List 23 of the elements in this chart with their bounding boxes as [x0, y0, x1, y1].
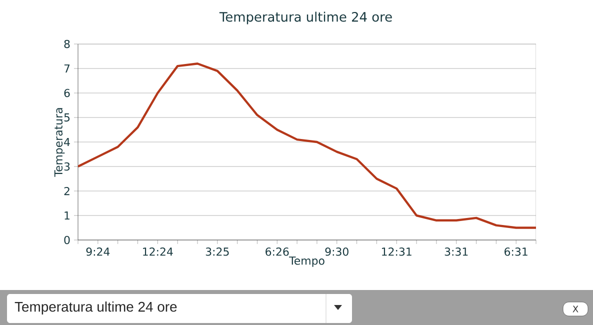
x-tick-label: 12:24	[143, 248, 173, 256]
x-tick-label: 3:31	[444, 248, 468, 256]
x-tick-label: 6:31	[504, 248, 528, 256]
y-axis-title: Temperatura	[54, 108, 65, 177]
x-tick-label: 9:24	[86, 248, 110, 256]
y-tick-label: 3	[64, 162, 70, 171]
y-tick-label: 7	[64, 64, 70, 72]
y-tick-label: 6	[64, 88, 70, 98]
y-tick-label: 5	[64, 113, 70, 122]
y-tick-label: 0	[64, 236, 70, 244]
line-series	[78, 62, 536, 229]
x-axis-title: Tempo	[289, 256, 324, 267]
y-tick-label: 4	[64, 138, 70, 146]
chart-title: Temperatura ultime 24 ore	[219, 12, 392, 24]
y-tick-label: 1	[64, 212, 70, 220]
x-tick-label: 9:30	[325, 248, 348, 256]
y-tick-label: 2	[64, 186, 70, 196]
x-tick-label: 12:31	[382, 248, 412, 256]
x-tick-label: 6:26	[266, 248, 289, 256]
text: X	[572, 306, 578, 312]
x-tick-label: 3:25	[206, 248, 229, 256]
y-tick-label: 8	[64, 40, 70, 48]
text: Temperatura ultime 24 ore	[14, 301, 177, 314]
